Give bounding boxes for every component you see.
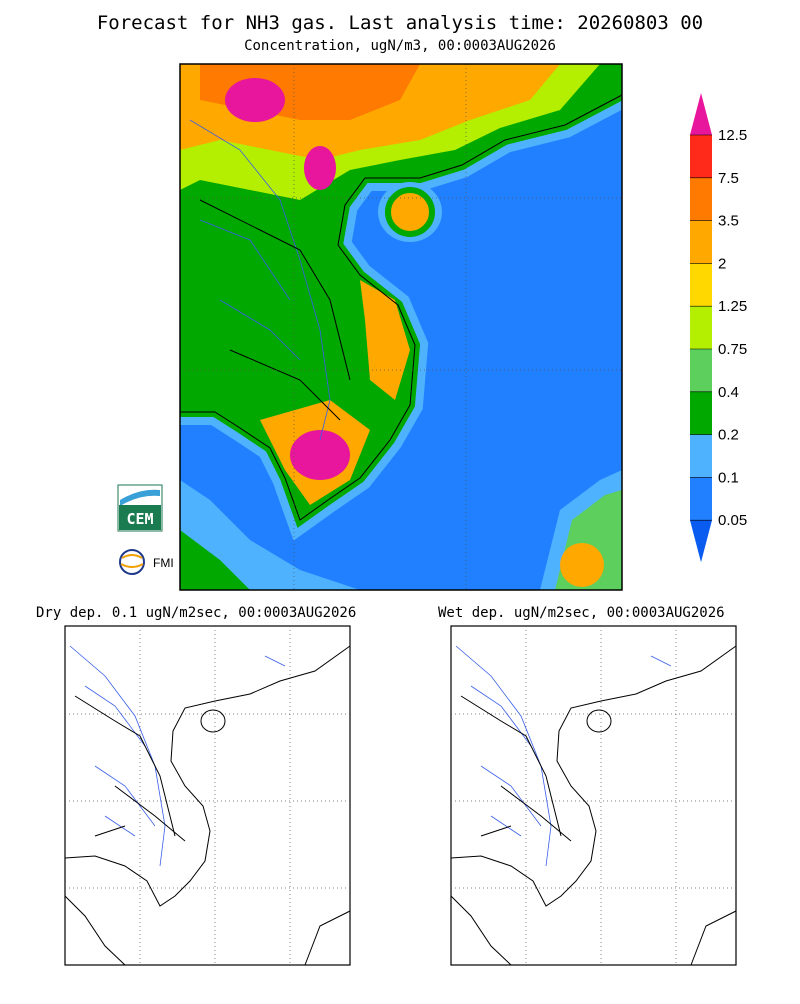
colorbar-label: 0.05 <box>718 512 747 529</box>
colorbar-swatch <box>690 434 712 478</box>
colorbar-label: 12.5 <box>718 127 747 144</box>
peninsula-halo <box>180 480 360 590</box>
colorbar-swatch <box>690 477 712 521</box>
colorbar-label: 0.4 <box>718 384 739 401</box>
island <box>586 709 612 733</box>
fmi-text: FMI <box>153 556 174 570</box>
colorbar-swatch <box>690 263 712 307</box>
colorbar-swatch <box>690 135 712 178</box>
colorbar-swatch <box>690 220 712 264</box>
subtitle: Concentration, ugN/m3, 00:0003AUG2026 <box>244 38 556 54</box>
colorbar-label: 7.5 <box>718 170 739 187</box>
borders <box>74 695 186 842</box>
borneo-coast <box>304 910 351 966</box>
fmi-waves <box>120 554 144 568</box>
coastline <box>180 94 622 521</box>
rivers <box>189 119 331 441</box>
panel-title: Dry dep. 0.1 ugN/m2sec, 00:0003AUG2026 <box>36 605 356 621</box>
main-frame <box>179 63 623 591</box>
cem-text: CEM <box>126 510 153 528</box>
colorbar-label: 0.2 <box>718 427 739 444</box>
title: Forecast for NH3 gas. Last analysis time… <box>97 12 703 34</box>
colorbar-label: 3.5 <box>718 213 739 230</box>
island <box>200 709 226 733</box>
cem-swoosh <box>120 489 160 506</box>
panel-frame <box>450 625 737 966</box>
cem-band <box>119 505 161 530</box>
fmi-circle <box>119 549 145 575</box>
hotspot <box>304 146 336 190</box>
colorbar-triangle <box>690 520 712 563</box>
panel-frame <box>64 625 351 966</box>
colorbar: 12.5 7.5 3.5 2 1.25 0.75 0.4 0.2 0.1 0.05 <box>690 93 747 563</box>
borders <box>460 695 572 842</box>
colorbar-label: 0.75 <box>718 341 747 358</box>
borders <box>199 199 351 421</box>
colorbar-swatch <box>690 306 712 349</box>
cem-logo: CEM <box>117 484 163 532</box>
colorbar-triangle <box>690 93 712 135</box>
peninsula <box>180 530 250 590</box>
panel-title: Wet dep. ugN/m2sec, 00:0003AUG2026 <box>438 605 725 621</box>
colorbar-swatch <box>690 391 712 435</box>
rivers <box>455 645 672 867</box>
borneo-zone <box>560 543 604 587</box>
colorbar-label: 0.1 <box>718 469 739 486</box>
borneo-coast <box>690 910 737 966</box>
colorbar-swatch <box>690 177 712 221</box>
wet-dep-map <box>450 625 737 966</box>
colorbar-label: 1.25 <box>718 298 747 315</box>
coastline <box>64 645 351 966</box>
colorbar-swatch <box>690 349 712 392</box>
fmi-logo: FMI <box>119 549 174 575</box>
hotspot <box>225 78 285 122</box>
rivers <box>69 645 286 867</box>
hotspot <box>290 430 350 480</box>
dry-dep-map <box>64 625 351 966</box>
coastline <box>450 645 737 966</box>
colorbar-label: 2 <box>718 255 726 272</box>
hainan <box>385 187 435 237</box>
main-map <box>180 64 622 590</box>
